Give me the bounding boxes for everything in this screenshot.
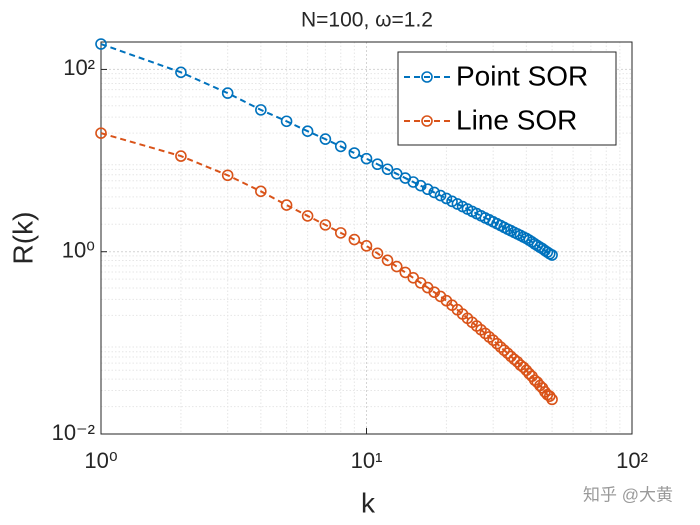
marker: [255, 185, 267, 198]
marker: [543, 390, 556, 402]
marker: [440, 192, 453, 205]
marker: [546, 393, 558, 406]
y-tick-label: 10²: [63, 55, 95, 80]
marker: [175, 66, 187, 79]
marker: [501, 347, 514, 360]
marker: [301, 125, 314, 138]
marker: [221, 169, 234, 182]
marker: [517, 361, 530, 374]
legend-label: Line SOR: [456, 104, 577, 135]
marker: [95, 127, 107, 139]
x-tick-label: 10¹: [351, 448, 383, 473]
marker: [360, 240, 373, 252]
marker: [434, 189, 447, 202]
marker: [348, 233, 361, 246]
marker: [390, 260, 403, 273]
marker: [280, 115, 293, 128]
marker: [399, 266, 412, 279]
x-tick-label: 10⁰: [84, 448, 117, 473]
marker: [95, 38, 107, 50]
marker: [381, 254, 394, 267]
y-tick-label: 10⁰: [62, 238, 95, 263]
marker: [255, 104, 267, 116]
marker: [301, 210, 314, 222]
marker: [381, 163, 394, 176]
marker: [319, 133, 332, 145]
marker: [348, 147, 361, 159]
y-tick-label: 10⁻²: [52, 420, 95, 445]
legend-marker: [421, 115, 433, 127]
marker: [414, 179, 427, 192]
marker: [491, 337, 503, 350]
marker: [508, 353, 520, 366]
legend-marker: [421, 71, 433, 83]
chart-title: N=100, ω=1.2: [301, 9, 433, 32]
marker: [421, 183, 434, 196]
marker: [319, 219, 332, 231]
marker: [371, 247, 384, 260]
marker: [360, 152, 373, 165]
series-line: [100, 43, 553, 256]
plot-frame: [100, 41, 633, 435]
marker: [487, 334, 499, 346]
marker: [428, 186, 441, 199]
watermark: 知乎 @大黄: [583, 485, 673, 504]
x-tick-label: 10²: [616, 448, 648, 473]
marker: [334, 140, 347, 153]
x-axis-label: k: [361, 487, 376, 518]
y-axis-label: R(k): [7, 212, 38, 265]
legend-box: [397, 51, 617, 146]
marker: [546, 249, 558, 261]
marker: [221, 87, 234, 99]
marker: [371, 158, 384, 171]
marker: [498, 344, 510, 357]
marker: [175, 150, 187, 162]
marker: [494, 341, 507, 353]
marker: [446, 195, 458, 208]
marker: [280, 199, 293, 211]
marker: [334, 227, 347, 239]
legend-label: Point SOR: [456, 60, 588, 91]
